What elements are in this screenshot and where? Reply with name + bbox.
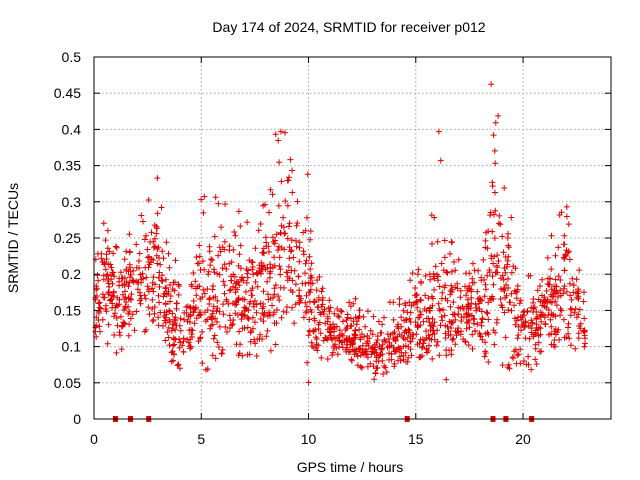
y-tick-label: 0.45: [54, 85, 81, 101]
y-tick-label: 0.4: [62, 121, 82, 137]
x-tick-label: 5: [197, 431, 205, 447]
y-tick-label: 0.1: [62, 339, 82, 355]
y-tick-labels: 0 0.05 0.1 0.15 0.2 0.25 0.3 0.35 0.4 0.45 0.5: [54, 49, 81, 427]
axis-ticks: [93, 56, 611, 420]
y-tick-label: 0.5: [62, 49, 82, 65]
y-tick-label: 0.15: [54, 302, 81, 318]
x-tick-label: 0: [90, 431, 98, 447]
x-tick-labels: 0 5 10 15 20: [90, 431, 531, 447]
x-tick-label: 15: [408, 431, 424, 447]
srmtid-point-markers: [92, 81, 589, 386]
y-tick-label: 0.25: [54, 230, 81, 246]
y-tick-label: 0.3: [62, 194, 82, 210]
y-tick-label: 0: [73, 411, 81, 427]
y-tick-label: 0.35: [54, 158, 81, 174]
chart-title: Day 174 of 2024, SRMTID for receiver p01…: [212, 19, 485, 35]
y-axis-label: SRMTID / TECUs: [5, 183, 21, 293]
data-points: [92, 81, 589, 386]
y-tick-label: 0.2: [62, 266, 82, 282]
x-tick-label: 10: [301, 431, 317, 447]
x-axis-label: GPS time / hours: [297, 459, 404, 475]
x-tick-label: 20: [515, 431, 531, 447]
y-tick-label: 0.05: [54, 375, 81, 391]
plot-frame: [93, 56, 612, 420]
grid-lines: [94, 57, 611, 419]
